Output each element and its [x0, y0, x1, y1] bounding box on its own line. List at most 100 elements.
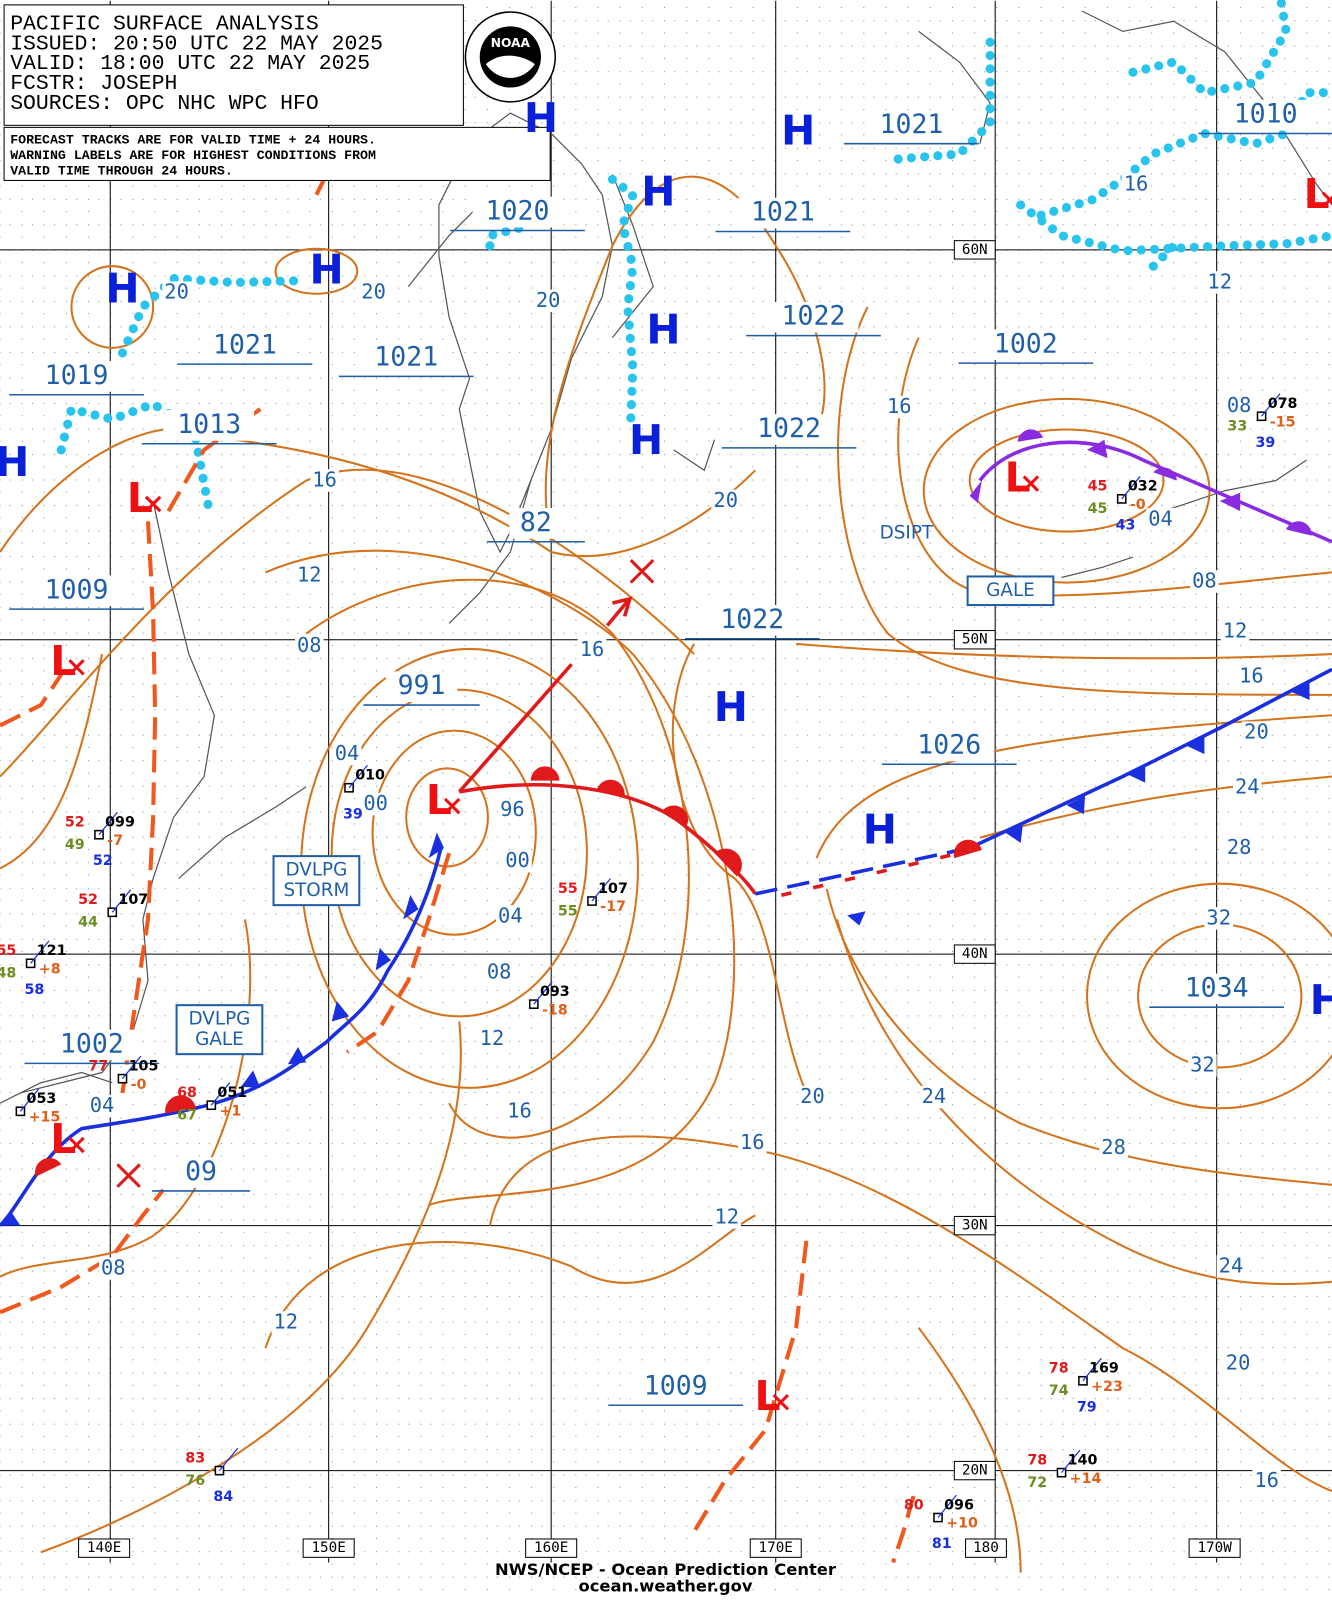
station-tend: -7	[107, 833, 123, 849]
label-bg	[484, 961, 514, 984]
label-bg	[1216, 1255, 1246, 1278]
isobar-label: 00	[505, 848, 530, 872]
wind-barb	[111, 889, 132, 913]
high-center: H	[863, 806, 897, 854]
isobar-label: 12	[1223, 619, 1248, 643]
grid-label-box	[78, 1538, 131, 1558]
label-bg	[1171, 973, 1262, 1005]
high-center: H	[524, 94, 558, 142]
logo-text: NOAA	[491, 36, 531, 50]
isobar-label: 12	[1207, 270, 1232, 294]
pressure-label: 1013	[177, 409, 241, 440]
label-bg	[1188, 1054, 1217, 1077]
wind-barb	[591, 878, 611, 902]
station-sst: 39	[1255, 435, 1275, 451]
label-bg	[1252, 1469, 1281, 1493]
station-p: 107	[118, 892, 148, 908]
wind-barb	[1061, 1449, 1081, 1474]
header-line: FCSTR: JOSEPH	[10, 72, 177, 96]
label-bg	[271, 1311, 301, 1334]
low-x	[68, 1136, 85, 1154]
isobar-label: 12	[480, 1026, 505, 1050]
label-bg	[980, 329, 1071, 361]
isobar-label: 20	[536, 288, 561, 312]
isobar-label: 12	[274, 1310, 299, 1334]
header-box	[3, 4, 464, 126]
label-bg	[496, 905, 525, 928]
isobar-label: 24	[922, 1084, 947, 1108]
label-bg	[294, 564, 324, 587]
wind-barb	[19, 1088, 40, 1112]
label-bg	[1121, 173, 1151, 196]
station-sst: 39	[343, 806, 363, 822]
station-td: 48	[0, 966, 16, 982]
pressure-label: 09	[185, 1156, 217, 1187]
grid-label: 20N	[962, 1463, 988, 1479]
station-tend: +15	[29, 1109, 61, 1125]
label-bg	[46, 1029, 137, 1061]
wind-barb	[533, 981, 553, 1005]
station-p: 032	[1128, 479, 1158, 495]
label-bg	[310, 469, 339, 492]
low-x	[1022, 475, 1040, 492]
forecast-positions	[116, 559, 655, 1188]
label-bg	[164, 410, 255, 441]
high-center: H	[781, 106, 815, 154]
station-sst: 81	[932, 1536, 952, 1552]
wind-barb	[1121, 476, 1141, 500]
grid-label-box	[953, 240, 996, 260]
grid-label: 170E	[759, 1540, 793, 1556]
label-bg	[1146, 508, 1175, 531]
isobar-label: 04	[498, 903, 523, 927]
station-t: 80	[904, 1497, 924, 1513]
isobar-label: 00	[363, 791, 388, 815]
label-bg	[332, 742, 362, 766]
station-td: 76	[185, 1473, 205, 1489]
pressure-label: 1002	[994, 328, 1058, 359]
warning-box	[175, 1004, 264, 1056]
station-sst: 58	[24, 982, 44, 998]
station-p: 096	[944, 1497, 974, 1513]
station-t: 52	[65, 814, 85, 830]
pressure-label: 1021	[880, 109, 944, 140]
low-x	[1321, 195, 1332, 209]
label-bg	[1220, 99, 1311, 131]
pressure-label: 1010	[1234, 99, 1298, 130]
grid-label: 60N	[962, 242, 988, 258]
pressure-label: 1026	[917, 729, 981, 760]
grid-label: 160E	[534, 1540, 568, 1556]
label-bg	[737, 197, 828, 229]
warning-box	[272, 855, 361, 907]
station-sst: 52	[93, 853, 113, 869]
label-bg	[1204, 907, 1233, 930]
station-td: 49	[65, 837, 85, 853]
warm-front-bumps	[35, 766, 982, 1177]
isobar-label: 16	[1239, 663, 1264, 687]
pressure-label: 1021	[213, 329, 277, 360]
isobar-label: 16	[312, 468, 337, 492]
isobar-label: 04	[90, 1093, 115, 1117]
station-tend: -0	[131, 1077, 147, 1093]
label-bg	[630, 1371, 721, 1403]
station-p: 099	[105, 814, 135, 830]
label-bg	[359, 281, 388, 304]
isobar-label: 08	[101, 1255, 126, 1279]
warning-box	[966, 575, 1055, 607]
warning-text: GALE	[195, 1029, 244, 1050]
station-t: 78	[1049, 1361, 1069, 1377]
label-bg	[768, 301, 859, 333]
logo-bird	[485, 55, 535, 78]
station-t: 78	[1027, 1452, 1047, 1468]
header-line: PACIFIC SURFACE ANALYSIS	[10, 12, 319, 36]
grid-label-box	[525, 1538, 578, 1558]
label-bg	[31, 361, 122, 392]
header-line: VALID: 18:00 UTC 22 MAY 2025	[10, 52, 370, 76]
wind-barb	[1261, 393, 1281, 417]
isobar-label: 32	[1206, 905, 1231, 929]
high-center: H	[1310, 976, 1332, 1024]
label-bg	[31, 575, 122, 607]
station-p: 051	[217, 1085, 247, 1101]
station-tend: +1	[219, 1103, 241, 1119]
pressure-label: 1009	[644, 1370, 708, 1401]
